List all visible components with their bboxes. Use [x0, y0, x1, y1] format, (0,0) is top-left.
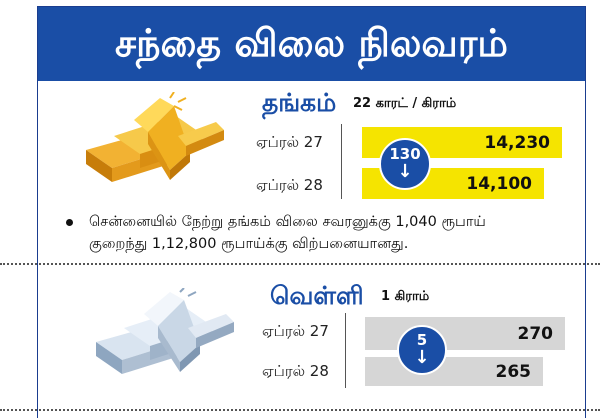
silver-change-badge: 5 ↓ [397, 325, 447, 375]
silver-unit: 1 கிராம் [381, 289, 430, 304]
silver-date-1: ஏப்ரல் 27 [262, 322, 329, 340]
gold-note-line-1: சென்னையில் நேற்று தங்கம் விலை சவரனுக்கு … [89, 214, 486, 230]
gold-change-badge: 130 ↓ [379, 138, 431, 190]
gold-value-1: 14,230 [484, 133, 550, 153]
section-divider [0, 263, 600, 265]
gold-date-1: ஏப்ரல் 27 [256, 133, 323, 151]
silver-axis [345, 313, 346, 388]
gold-title: தங்கம் [262, 88, 337, 117]
silver-bar-1: 270 [365, 317, 565, 350]
arrow-down-icon: ↓ [414, 347, 430, 368]
silver-title: வெள்ளி [270, 281, 364, 310]
gold-note-line-2: குறைந்து 1,12,800 ரூபாய்க்கு விற்பனையானத… [89, 236, 409, 252]
gold-change-value: 130 [389, 145, 421, 163]
silver-bars-icon [96, 288, 234, 374]
silver-value-2: 265 [495, 362, 532, 382]
silver-bar-2: 265 [365, 357, 543, 386]
gold-bars-icon [86, 92, 224, 182]
price-card: சந்தை விலை நிலவரம் [37, 6, 586, 418]
header-banner: சந்தை விலை நிலவரம் [38, 7, 585, 81]
silver-value-1: 270 [517, 324, 554, 344]
bullet-icon [66, 219, 73, 226]
gold-unit: 22 காரட் / கிராம் [353, 96, 457, 111]
gold-value-2: 14,100 [466, 174, 532, 194]
page-title: சந்தை விலை நிலவரம் [115, 21, 508, 65]
gold-date-2: ஏப்ரல் 28 [256, 176, 323, 194]
silver-change-value: 5 [416, 331, 428, 349]
gold-axis [341, 124, 342, 199]
bottom-divider [0, 409, 600, 411]
silver-date-2: ஏப்ரல் 28 [262, 362, 329, 380]
arrow-down-icon: ↓ [397, 161, 413, 182]
